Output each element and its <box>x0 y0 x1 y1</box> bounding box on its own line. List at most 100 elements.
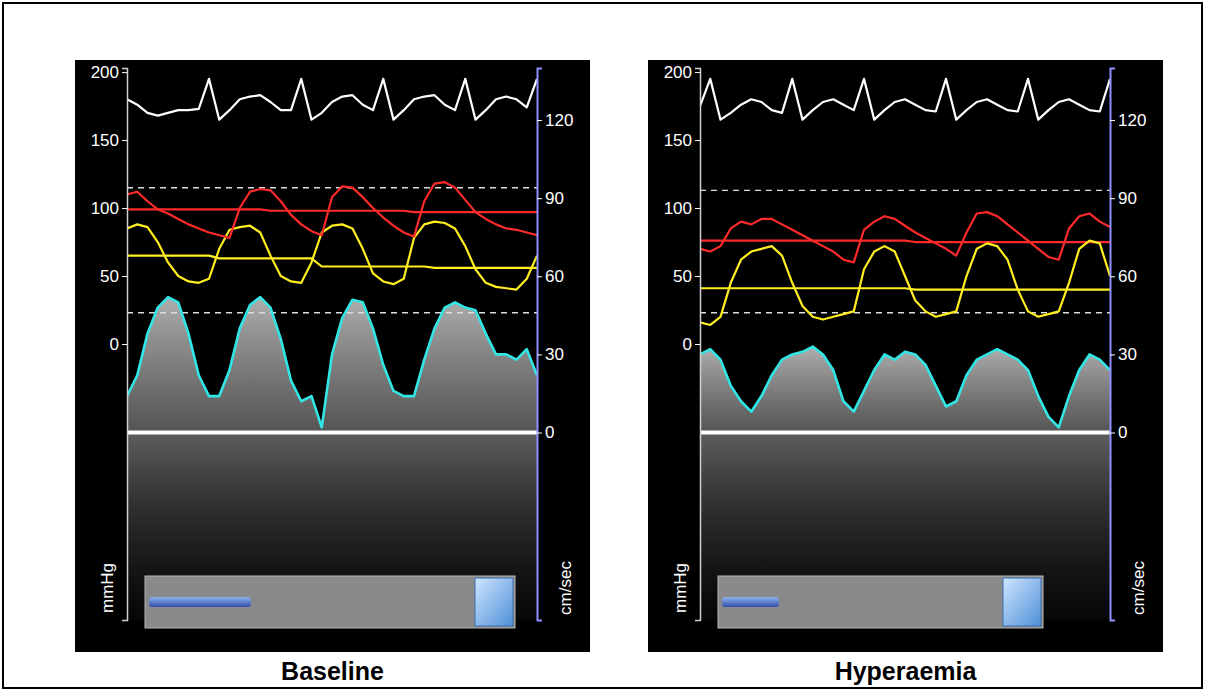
y2-axis-line <box>1111 69 1116 621</box>
plot-area <box>700 79 1110 620</box>
y2-axis: 0 30 60 90 120 <box>537 69 573 621</box>
y-axis: 0 50 100 150 200 <box>91 63 128 620</box>
y-axis-title: mmHg <box>98 563 117 613</box>
y-tick: 150 <box>91 131 127 150</box>
figure: 0 50 100 150 200 0 30 60 90 120 mmHg cm/sec Baseline… <box>0 0 1205 693</box>
y2-tick-label: 30 <box>1118 345 1137 364</box>
y2-tick: 90 <box>537 189 564 208</box>
y-tick: 150 <box>664 131 700 150</box>
slider-thumb <box>149 597 251 607</box>
scroll-slider <box>718 576 1043 628</box>
scroll-slider <box>145 576 515 628</box>
y2-tick-label: 60 <box>545 267 564 286</box>
y2-tick-mark <box>1110 433 1115 434</box>
y2-tick-mark <box>537 354 542 355</box>
velocity-envelope <box>127 297 537 427</box>
y-tick-mark <box>695 344 700 345</box>
y-tick: 50 <box>673 267 700 286</box>
trace-line <box>700 212 1110 262</box>
y-tick-label: 0 <box>683 335 692 354</box>
trace-line <box>127 256 537 268</box>
y2-tick-label: 30 <box>545 345 564 364</box>
y2-tick-mark <box>537 433 542 434</box>
trace-line <box>700 241 1110 242</box>
plot-area <box>127 79 537 620</box>
y-tick: 50 <box>100 267 127 286</box>
velocity-envelope <box>700 347 1110 428</box>
y-tick-mark <box>122 344 127 345</box>
y2-tick: 120 <box>1110 111 1146 130</box>
trace-line <box>127 79 537 120</box>
y-tick-label: 200 <box>91 63 119 82</box>
y-tick: 0 <box>683 335 700 354</box>
y2-tick-mark <box>537 120 542 121</box>
y-axis-title: mmHg <box>671 563 690 613</box>
panel-title: Baseline <box>281 657 384 685</box>
y-tick-label: 100 <box>91 199 119 218</box>
y2-tick: 90 <box>1110 189 1137 208</box>
y2-tick-mark <box>1110 198 1115 199</box>
y-tick-mark <box>122 208 127 209</box>
y2-tick-mark <box>1110 354 1115 355</box>
y2-tick-label: 120 <box>545 111 573 130</box>
y2-axis-line <box>538 69 543 621</box>
panel: 0 50 100 150 200 0 30 60 90 120 mmHg cm/sec <box>648 60 1163 652</box>
y-tick: 100 <box>664 199 700 218</box>
y2-tick: 60 <box>1110 267 1137 286</box>
trace-line <box>127 182 537 238</box>
reference-line <box>700 190 1110 191</box>
y-axis: 0 50 100 150 200 <box>664 63 701 620</box>
y2-tick-mark <box>1110 276 1115 277</box>
y-tick-mark <box>122 140 127 141</box>
panel-background <box>648 60 1163 652</box>
panel: 0 50 100 150 200 0 30 60 90 120 mmHg cm/sec <box>75 60 590 652</box>
y2-tick: 120 <box>537 111 573 130</box>
panel-background <box>75 60 590 652</box>
y-tick-label: 0 <box>110 335 119 354</box>
figure-border <box>3 3 1202 688</box>
y2-tick: 0 <box>537 423 554 442</box>
y-tick-mark <box>695 72 700 73</box>
y2-tick-mark <box>1110 120 1115 121</box>
y2-tick-label: 120 <box>1118 111 1146 130</box>
y-tick-label: 200 <box>664 63 692 82</box>
y-tick-mark <box>122 72 127 73</box>
y-tick: 0 <box>110 335 127 354</box>
y-tick-label: 50 <box>100 267 119 286</box>
y2-tick-label: 0 <box>545 423 554 442</box>
y2-tick-label: 60 <box>1118 267 1137 286</box>
velocity-spectrum <box>700 347 1110 433</box>
velocity-baseline <box>127 431 537 435</box>
trace-line <box>127 222 537 290</box>
slider-track <box>718 576 1043 628</box>
y2-tick-mark <box>537 276 542 277</box>
y2-tick-label: 90 <box>545 189 564 208</box>
reference-line <box>127 187 537 188</box>
y2-tick-mark <box>537 198 542 199</box>
y-tick-mark <box>122 276 127 277</box>
trace-line <box>700 241 1110 325</box>
y2-tick-label: 90 <box>1118 189 1137 208</box>
y-tick-label: 50 <box>673 267 692 286</box>
y-tick: 200 <box>664 63 700 82</box>
y2-tick-label: 0 <box>1118 423 1127 442</box>
y-tick-mark <box>695 276 700 277</box>
y2-axis-title: cm/sec <box>556 561 575 615</box>
y-axis-line <box>695 69 701 621</box>
trace-line <box>700 79 1110 120</box>
slider-thumb <box>722 597 779 607</box>
y-tick-label: 150 <box>91 131 119 150</box>
y-tick: 200 <box>91 63 127 82</box>
y-tick-mark <box>695 208 700 209</box>
velocity-baseline <box>700 431 1110 435</box>
y-tick-label: 150 <box>664 131 692 150</box>
slider-track <box>145 576 515 628</box>
y2-axis: 0 30 60 90 120 <box>1110 69 1146 621</box>
y-axis-line <box>122 69 128 621</box>
y2-tick: 30 <box>1110 345 1137 364</box>
trace-line <box>700 288 1110 289</box>
y-tick: 100 <box>91 199 127 218</box>
y2-tick: 60 <box>537 267 564 286</box>
y2-tick: 0 <box>1110 423 1127 442</box>
y2-axis-title: cm/sec <box>1129 561 1148 615</box>
